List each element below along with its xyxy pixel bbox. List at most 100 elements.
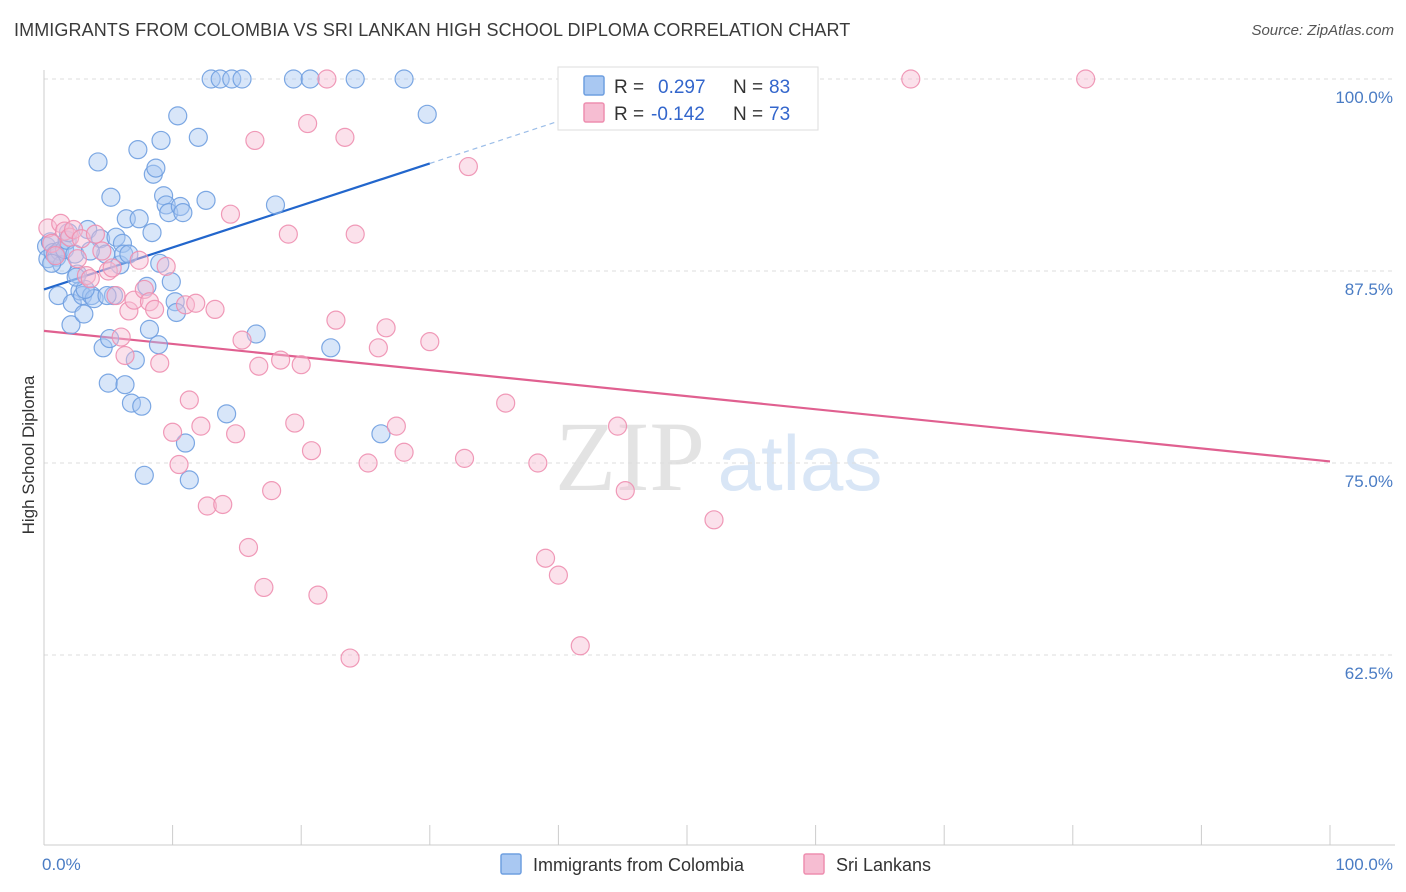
srilankan-point bbox=[106, 285, 126, 306]
x-tick-label-1: 100.0% bbox=[1335, 855, 1393, 874]
srilankan-point bbox=[326, 310, 346, 330]
srilankan-point bbox=[308, 585, 328, 605]
legend-r-value-pink: -0.142 bbox=[651, 104, 705, 125]
srilankan-point bbox=[340, 648, 360, 668]
colombia-point bbox=[175, 433, 196, 453]
srilankan-point bbox=[169, 454, 189, 475]
srilankan-point bbox=[205, 299, 225, 319]
colombia-point bbox=[188, 127, 208, 147]
x-tick-label-0: 0.0% bbox=[42, 855, 81, 874]
axis-layer bbox=[43, 70, 1395, 846]
srilankan-point bbox=[394, 442, 414, 462]
colombia-point bbox=[101, 187, 121, 207]
srilankan-point bbox=[704, 510, 724, 530]
colombia-point bbox=[222, 69, 242, 89]
srilankan-point bbox=[570, 636, 590, 656]
y-tick-label-2: 87.5% bbox=[1345, 280, 1393, 299]
colombia-trend-line bbox=[43, 162, 431, 291]
legend-swatch-pink bbox=[583, 102, 605, 123]
srilankan-point bbox=[528, 453, 548, 473]
srilankan-point bbox=[615, 481, 635, 501]
tick-labels: 62.5% 75.0% 87.5% 100.0% 0.0% 100.0% bbox=[42, 88, 1393, 874]
y-axis-label: High School Diploma bbox=[19, 375, 38, 534]
colombia-point bbox=[74, 304, 94, 324]
legend-n-label-blue: N = bbox=[733, 77, 763, 98]
colombia-point bbox=[148, 335, 169, 355]
srilankan-point bbox=[254, 577, 274, 598]
srilankan-point bbox=[213, 494, 233, 515]
colombia-point bbox=[142, 223, 162, 243]
bottom-legend-label-pink: Sri Lankans bbox=[836, 855, 931, 875]
legend-n-value-pink: 73 bbox=[769, 104, 790, 125]
colombia-point bbox=[137, 276, 157, 296]
legend-r-label-pink: R = bbox=[614, 104, 644, 125]
srilankan-point bbox=[548, 565, 569, 585]
srilankan-point bbox=[111, 327, 131, 347]
colombia-point bbox=[161, 272, 181, 292]
bottom-legend-label-blue: Immigrants from Colombia bbox=[533, 855, 745, 875]
srilankan-point bbox=[345, 224, 365, 244]
srilankan-point bbox=[144, 299, 165, 319]
srilankan-point bbox=[262, 481, 282, 501]
srilankan-point bbox=[291, 355, 311, 375]
colombia-point bbox=[321, 338, 341, 358]
colombia-point bbox=[371, 424, 391, 444]
colombia-point bbox=[115, 375, 135, 395]
source-label: Source: ZipAtlas.com bbox=[1251, 22, 1394, 39]
srilankan-point bbox=[129, 250, 149, 270]
srilankan-point bbox=[420, 332, 440, 352]
colombia-point bbox=[217, 404, 237, 424]
y-tick-label-3: 100.0% bbox=[1335, 88, 1393, 107]
srilankan-point bbox=[901, 69, 921, 89]
srilankan-point bbox=[163, 422, 183, 442]
srilankan-point bbox=[271, 350, 291, 370]
srilankan-point bbox=[92, 241, 112, 261]
srilankan-point bbox=[156, 256, 176, 276]
bottom-legend-swatch-blue bbox=[500, 853, 522, 875]
series-legend: Immigrants from Colombia Sri Lankans bbox=[500, 853, 931, 875]
legend-swatch-blue bbox=[583, 75, 605, 96]
srilankan-point bbox=[301, 441, 322, 461]
colombia-point bbox=[139, 319, 160, 339]
colombia-point bbox=[156, 195, 176, 215]
srilankan-point bbox=[232, 330, 252, 350]
y-tick-label-1: 75.0% bbox=[1345, 472, 1393, 491]
colombia-point bbox=[196, 190, 216, 210]
colombia-point bbox=[394, 69, 414, 89]
srilankan-point bbox=[175, 295, 196, 315]
colombia-point bbox=[146, 158, 166, 178]
legend-n-value-blue: 83 bbox=[769, 77, 790, 98]
srilankan-point bbox=[535, 548, 556, 568]
colombia-point bbox=[417, 104, 437, 124]
correlation-legend: R = 0.297 N = 83 R = -0.142 N = 73 bbox=[557, 66, 819, 131]
colombia-point bbox=[283, 69, 304, 89]
srilankan-point bbox=[150, 353, 170, 373]
srilankan-point bbox=[496, 393, 516, 413]
srilankan-point bbox=[119, 301, 139, 321]
colombia-point bbox=[134, 465, 154, 485]
srilankan-point bbox=[368, 338, 388, 358]
colombia-point bbox=[129, 209, 149, 229]
points-layer bbox=[36, 69, 1096, 668]
legend-r-value-blue: 0.297 bbox=[658, 77, 706, 98]
srilankan-point bbox=[454, 448, 475, 468]
colombia-point bbox=[210, 69, 230, 89]
watermark-zip: ZIP bbox=[555, 401, 705, 512]
colombia-point bbox=[125, 350, 145, 370]
srilankan-point bbox=[42, 233, 62, 253]
colombia-point bbox=[159, 203, 179, 223]
grid-layer bbox=[44, 78, 1395, 656]
srilankan-point bbox=[115, 345, 135, 366]
colombia-point bbox=[232, 69, 252, 89]
colombia-point bbox=[132, 396, 152, 416]
srilankan-point bbox=[376, 318, 396, 338]
srilankan-point bbox=[179, 390, 199, 410]
colombia-point bbox=[345, 69, 365, 89]
srilankan-point bbox=[458, 156, 478, 177]
srilankan-point bbox=[249, 356, 269, 376]
srilankan-point bbox=[38, 218, 58, 238]
colombia-point bbox=[246, 324, 266, 344]
chart-title: IMMIGRANTS FROM COLOMBIA VS SRI LANKAN H… bbox=[14, 20, 851, 40]
srilankan-point bbox=[317, 69, 337, 89]
